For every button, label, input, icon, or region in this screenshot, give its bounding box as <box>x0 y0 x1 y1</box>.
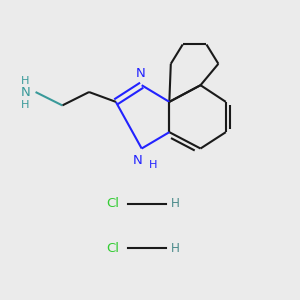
Text: H: H <box>21 100 29 110</box>
Text: H: H <box>171 242 180 255</box>
Text: N: N <box>136 68 146 80</box>
Text: H: H <box>171 197 180 210</box>
Text: Cl: Cl <box>106 197 119 210</box>
Text: H: H <box>149 160 157 170</box>
Text: H: H <box>21 76 29 86</box>
Text: N: N <box>20 86 30 99</box>
Text: N: N <box>132 154 142 167</box>
Text: Cl: Cl <box>106 242 119 255</box>
